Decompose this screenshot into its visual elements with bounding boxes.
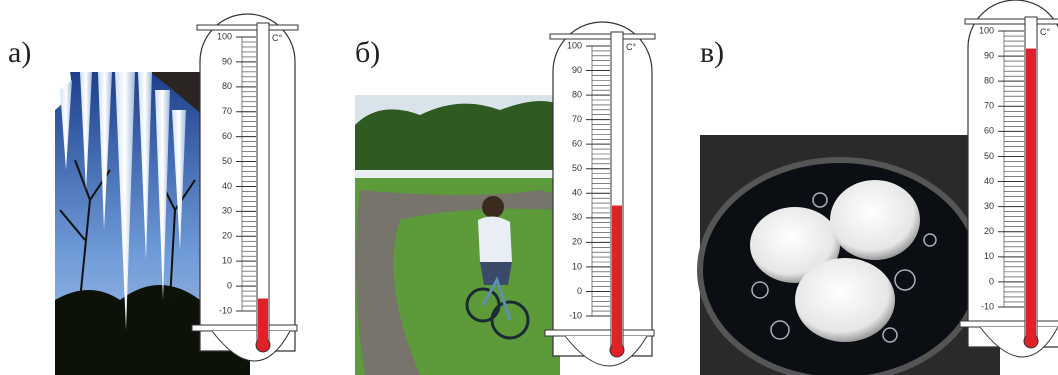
tick-label: 100 bbox=[979, 25, 994, 35]
thermometer-body bbox=[968, 0, 1058, 347]
tick-label: 20 bbox=[984, 226, 994, 236]
tick-label: -10 bbox=[981, 301, 994, 311]
tick-label: 30 bbox=[572, 212, 582, 222]
tick-label: 80 bbox=[572, 89, 582, 99]
tick-label: 40 bbox=[222, 181, 232, 191]
tick-label: 30 bbox=[984, 201, 994, 211]
tick-label: 0 bbox=[227, 280, 232, 290]
mercury-column bbox=[258, 299, 268, 341]
tick-label: 40 bbox=[984, 176, 994, 186]
tick-label: 0 bbox=[577, 286, 582, 296]
bottom-bar bbox=[960, 321, 1058, 327]
unit-label: C° bbox=[626, 42, 636, 52]
illustration: а)C°1009080706050403020100-10б)C°1009080… bbox=[0, 0, 1058, 375]
tick-label: 10 bbox=[572, 261, 582, 271]
tick-label: 60 bbox=[572, 139, 582, 149]
panel-label: в) bbox=[700, 36, 724, 69]
tick-label: 10 bbox=[984, 251, 994, 261]
tick-label: 100 bbox=[217, 31, 232, 41]
tick-label: 80 bbox=[984, 76, 994, 86]
tick-label: 90 bbox=[222, 56, 232, 66]
unit-label: C° bbox=[272, 33, 282, 43]
photo-boiling-eggs bbox=[700, 135, 1000, 375]
photo-park bbox=[355, 95, 560, 375]
tick-label: 90 bbox=[984, 50, 994, 60]
tick-label: -10 bbox=[569, 310, 582, 320]
tick-label: 40 bbox=[572, 188, 582, 198]
bottom-bar bbox=[192, 325, 297, 331]
tick-label: 60 bbox=[984, 126, 994, 136]
tick-label: 70 bbox=[572, 114, 582, 124]
tick-label: 20 bbox=[222, 231, 232, 241]
tick-label: 100 bbox=[567, 40, 582, 50]
thermometer-body bbox=[200, 14, 295, 351]
mercury-column bbox=[1026, 49, 1036, 337]
top-bar bbox=[965, 19, 1058, 24]
mercury-column bbox=[612, 206, 622, 346]
bottom-bar bbox=[545, 330, 654, 336]
top-bar bbox=[197, 25, 298, 30]
tick-label: 80 bbox=[222, 81, 232, 91]
unit-label: C° bbox=[1040, 27, 1050, 37]
tick-label: 70 bbox=[984, 101, 994, 111]
tick-label: 20 bbox=[572, 237, 582, 247]
tick-label: 0 bbox=[989, 276, 994, 286]
tube bbox=[257, 23, 269, 341]
tick-label: 70 bbox=[222, 106, 232, 116]
panel-label: б) bbox=[355, 36, 380, 69]
tick-label: 50 bbox=[222, 156, 232, 166]
panel-label: а) bbox=[8, 36, 31, 69]
top-bar bbox=[550, 34, 655, 39]
tick-label: 90 bbox=[572, 65, 582, 75]
tick-label: 50 bbox=[984, 151, 994, 161]
tick-label: 30 bbox=[222, 206, 232, 216]
tick-label: 10 bbox=[222, 256, 232, 266]
tick-label: -10 bbox=[219, 305, 232, 315]
tick-label: 60 bbox=[222, 131, 232, 141]
tick-label: 50 bbox=[572, 163, 582, 173]
